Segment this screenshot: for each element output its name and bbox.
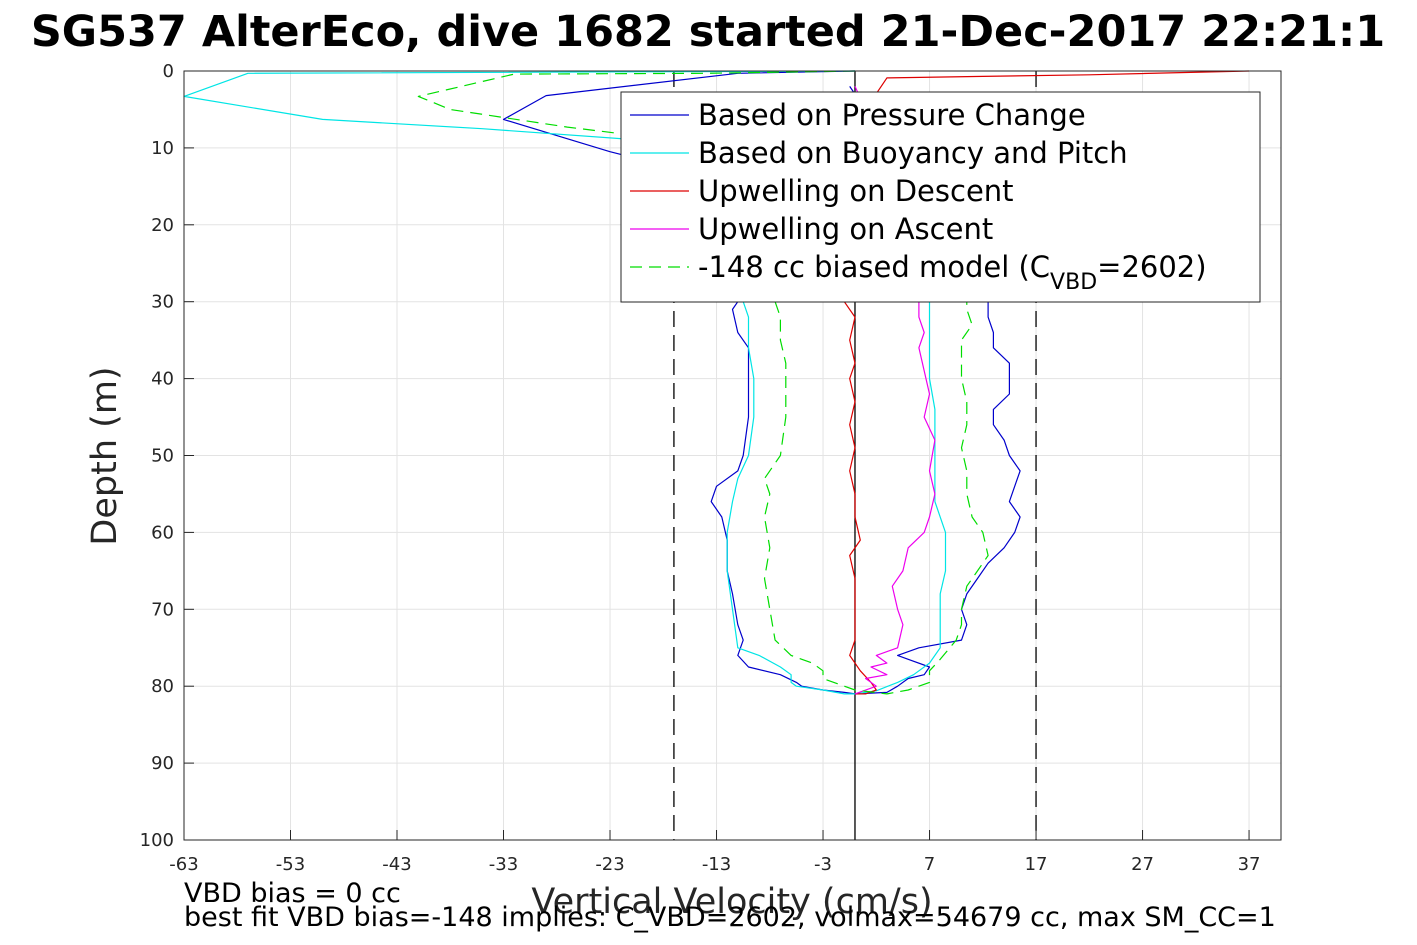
x-tick-label: -63 [169, 854, 198, 875]
axis-ticks: -63 -53 -43 -33 -23 -13 -3 7 17 27 37 0 10 20 30 40 50 60… [140, 61, 1261, 875]
y-tick-label: 90 [151, 753, 174, 774]
y-axis-label: Depth (m) [85, 366, 125, 545]
y-tick-label: 50 [151, 446, 174, 467]
x-tick-label: 17 [1025, 854, 1048, 875]
y-tick-label: 40 [151, 369, 174, 390]
legend-label: Based on Pressure Change [698, 98, 1086, 132]
y-tick-label: 100 [140, 830, 174, 851]
vbd-bias-note: VBD bias = 0 cc [184, 878, 401, 909]
y-tick-label: 60 [151, 522, 174, 543]
x-axis-label: Vertical Velocity (cm/s) [531, 882, 932, 922]
chart-title: SG537 AlterEco, dive 1682 started 21-Dec… [31, 7, 1385, 57]
legend-box [620, 91, 1261, 303]
legend-label: Based on Buoyancy and Pitch [698, 136, 1128, 170]
x-tick-label: 37 [1238, 854, 1261, 875]
y-tick-label: 80 [151, 676, 174, 697]
y-tick-label: 20 [151, 215, 174, 236]
x-tick-label: -13 [702, 854, 731, 875]
x-tick-label: 7 [924, 854, 935, 875]
legend-label: Upwelling on Descent [698, 174, 1014, 208]
x-tick-label: -33 [489, 854, 518, 875]
y-tick-label: 70 [151, 599, 174, 620]
legend: Based on Pressure Change Based on Buoyanc… [620, 91, 1261, 303]
x-tick-label: 27 [1131, 854, 1154, 875]
best-fit-note: best fit VBD bias=-148 implies: C_VBD=26… [184, 902, 1276, 933]
y-tick-label: 30 [151, 292, 174, 313]
x-tick-label: -43 [382, 854, 411, 875]
x-tick-label: -3 [814, 854, 832, 875]
y-tick-label: 0 [163, 61, 174, 82]
x-tick-label: -53 [276, 854, 305, 875]
x-tick-label: -23 [595, 854, 624, 875]
legend-label: Upwelling on Ascent [698, 212, 993, 246]
y-tick-label: 10 [151, 138, 174, 159]
series-line-upwelling-on-ascent [854, 86, 936, 695]
